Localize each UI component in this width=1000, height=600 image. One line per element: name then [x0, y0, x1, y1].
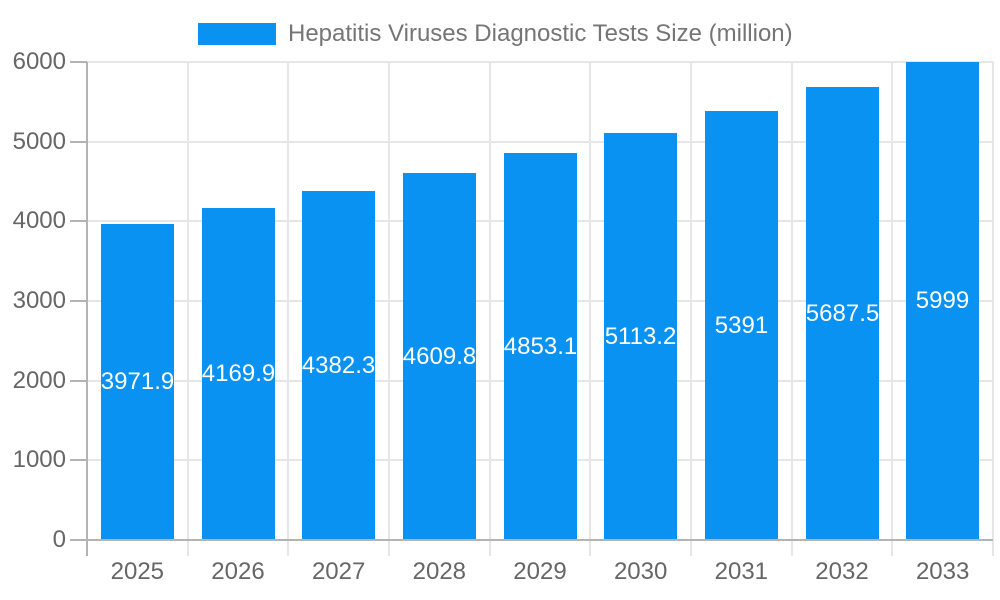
bar-value-label: 4169.9	[201, 360, 276, 387]
horizontal-gridline	[87, 141, 993, 143]
bar-value-label: 4609.8	[402, 342, 477, 370]
horizontal-gridline	[87, 61, 993, 63]
x-tick-label: 2033	[915, 558, 970, 585]
x-tick-label: 2026	[211, 558, 265, 585]
y-axis-tick	[70, 61, 87, 63]
bar-2033[interactable]	[906, 62, 979, 540]
y-tick-label: 4000	[12, 207, 66, 234]
vertical-gridline	[287, 62, 289, 556]
vertical-gridline	[891, 62, 893, 556]
bar-value-label: 4853.1	[503, 332, 578, 360]
vertical-gridline	[187, 62, 189, 556]
y-axis-tick	[70, 141, 87, 143]
y-axis-tick	[70, 380, 87, 382]
bar-2026[interactable]	[202, 208, 275, 540]
bar-2025[interactable]	[101, 224, 174, 540]
y-axis-tick	[70, 459, 87, 461]
y-tick-label: 2000	[12, 367, 66, 394]
bar-2029[interactable]	[504, 153, 577, 540]
bar-value-label: 5999	[915, 287, 970, 314]
legend-color-swatch	[198, 23, 276, 45]
x-tick-label: 2030	[613, 558, 668, 585]
bar-value-label: 5391	[714, 311, 769, 339]
vertical-gridline	[992, 62, 994, 556]
vertical-gridline	[791, 62, 793, 556]
y-axis-line	[86, 62, 88, 556]
vertical-gridline	[489, 62, 491, 556]
x-tick-label: 2032	[815, 558, 869, 585]
bar-value-label: 3971.9	[100, 368, 175, 395]
plot-area: 3971.9 4169.9 4382.3 4609.8 4853.1 5113.2 5391…	[13, 48, 994, 584]
x-tick-label: 2028	[412, 558, 467, 585]
legend: Hepatitis Viruses Diagnostic Tests Size …	[198, 20, 793, 47]
y-tick-label: 1000	[12, 446, 66, 473]
x-tick-label: 2025	[110, 558, 165, 585]
y-tick-label: 0	[52, 526, 66, 553]
bar-2032[interactable]	[806, 87, 879, 540]
bar-value-label: 5113.2	[604, 322, 677, 350]
x-tick-label: 2027	[311, 558, 366, 585]
y-tick-label: 3000	[12, 287, 66, 314]
bar-value-label: 4382.3	[301, 351, 376, 379]
bar-2031[interactable]	[705, 111, 778, 540]
vertical-gridline	[388, 62, 390, 556]
y-tick-label: 6000	[12, 48, 66, 75]
bar-2028[interactable]	[403, 173, 476, 540]
x-axis-line	[87, 539, 993, 541]
bar-value-label: 5687.5	[805, 299, 880, 327]
y-axis-tick	[70, 539, 87, 541]
legend-label: Hepatitis Viruses Diagnostic Tests Size …	[288, 20, 793, 47]
bar-2027[interactable]	[302, 191, 375, 540]
x-tick-label: 2031	[714, 558, 769, 585]
y-tick-label: 5000	[12, 128, 66, 155]
y-axis-tick	[70, 220, 87, 222]
y-axis-tick	[70, 300, 87, 302]
vertical-gridline	[690, 62, 692, 556]
bar-2030[interactable]	[604, 133, 677, 540]
vertical-gridline	[589, 62, 591, 556]
x-tick-label: 2029	[513, 558, 567, 585]
